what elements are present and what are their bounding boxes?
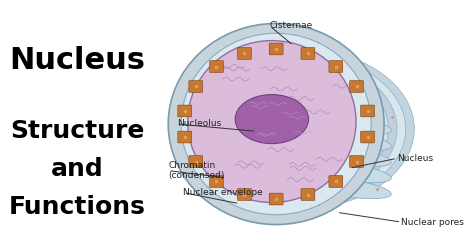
- FancyBboxPatch shape: [301, 189, 315, 200]
- Text: Nucleus: Nucleus: [9, 46, 146, 75]
- Text: Functions: Functions: [9, 195, 146, 219]
- Ellipse shape: [188, 41, 356, 202]
- Text: Nucleus: Nucleus: [397, 154, 433, 163]
- Ellipse shape: [299, 161, 391, 183]
- FancyBboxPatch shape: [269, 193, 283, 205]
- FancyBboxPatch shape: [361, 105, 374, 117]
- Text: Structure: Structure: [10, 119, 145, 143]
- FancyBboxPatch shape: [237, 48, 251, 59]
- FancyBboxPatch shape: [269, 43, 283, 55]
- Ellipse shape: [173, 48, 414, 210]
- FancyBboxPatch shape: [189, 156, 203, 167]
- FancyBboxPatch shape: [350, 156, 364, 167]
- Text: Cisternae: Cisternae: [270, 21, 313, 31]
- Ellipse shape: [181, 33, 371, 215]
- Ellipse shape: [299, 177, 391, 199]
- Text: Chromatin
(condensed): Chromatin (condensed): [168, 161, 225, 180]
- Text: and: and: [51, 157, 104, 181]
- Ellipse shape: [299, 145, 391, 167]
- Text: Nucleolus: Nucleolus: [177, 120, 221, 128]
- Ellipse shape: [181, 53, 406, 205]
- Text: Nuclear pores: Nuclear pores: [401, 217, 464, 227]
- FancyBboxPatch shape: [210, 176, 223, 187]
- Ellipse shape: [299, 113, 391, 135]
- FancyBboxPatch shape: [210, 61, 223, 72]
- FancyBboxPatch shape: [237, 189, 251, 200]
- Ellipse shape: [299, 129, 391, 151]
- FancyBboxPatch shape: [189, 81, 203, 92]
- FancyBboxPatch shape: [329, 61, 343, 72]
- Ellipse shape: [168, 24, 384, 224]
- Ellipse shape: [199, 63, 388, 194]
- Ellipse shape: [235, 94, 309, 144]
- FancyBboxPatch shape: [178, 105, 191, 117]
- FancyBboxPatch shape: [361, 131, 374, 143]
- FancyBboxPatch shape: [329, 176, 343, 187]
- FancyBboxPatch shape: [301, 48, 315, 59]
- Ellipse shape: [190, 58, 397, 200]
- Text: Nuclear envelope: Nuclear envelope: [183, 188, 263, 197]
- FancyBboxPatch shape: [178, 131, 191, 143]
- FancyBboxPatch shape: [350, 81, 364, 92]
